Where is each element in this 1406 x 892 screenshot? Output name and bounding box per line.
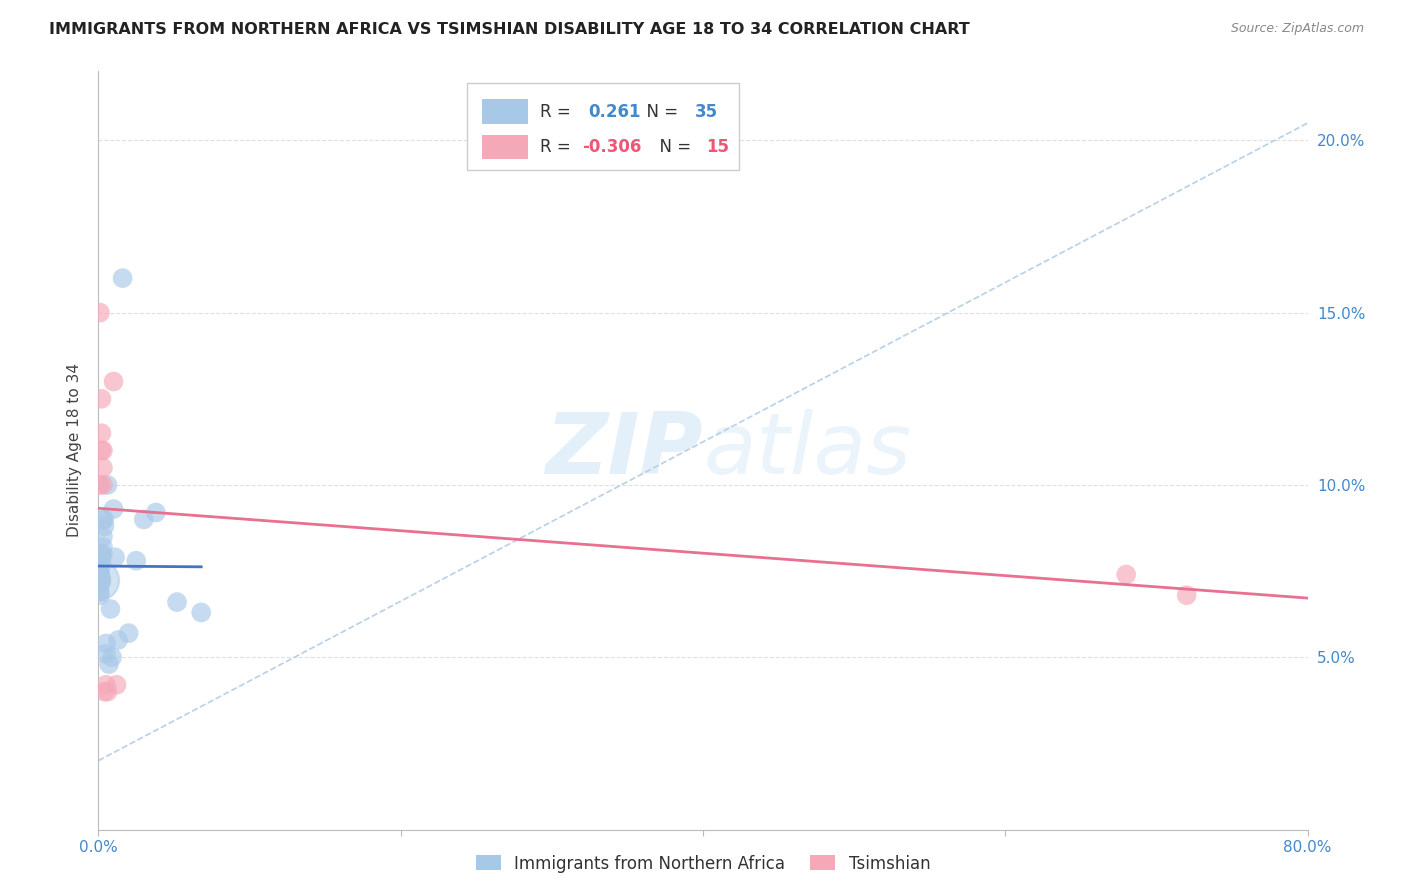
Point: [118, 626, 141, 640]
Point: [89, 574, 111, 589]
Point: [111, 271, 134, 285]
Point: [89, 305, 111, 319]
Point: [89, 560, 111, 574]
Point: [91, 530, 114, 544]
Point: [101, 650, 124, 665]
Point: [89, 573, 111, 587]
Text: ZIP: ZIP: [546, 409, 703, 492]
Point: [94, 647, 117, 661]
Text: atlas: atlas: [703, 409, 911, 492]
Text: 35: 35: [695, 103, 717, 120]
Point: [90, 426, 112, 441]
Text: R =: R =: [540, 103, 576, 120]
Point: [94, 678, 117, 692]
FancyBboxPatch shape: [467, 83, 740, 170]
Text: 0.261: 0.261: [588, 103, 641, 120]
Text: IMMIGRANTS FROM NORTHERN AFRICA VS TSIMSHIAN DISABILITY AGE 18 TO 34 CORRELATION: IMMIGRANTS FROM NORTHERN AFRICA VS TSIMS…: [49, 22, 970, 37]
Point: [89, 584, 111, 599]
Point: [190, 606, 212, 620]
Point: [107, 633, 129, 648]
Point: [90, 443, 112, 458]
Point: [166, 595, 188, 609]
Point: [1115, 567, 1137, 582]
Point: [96, 684, 118, 698]
Point: [90, 550, 112, 565]
Point: [89, 478, 111, 492]
Point: [91, 460, 114, 475]
Point: [91, 512, 114, 526]
Text: N =: N =: [648, 138, 696, 156]
Point: [103, 375, 125, 389]
Point: [89, 564, 111, 578]
Point: [91, 478, 114, 492]
Point: [91, 540, 114, 554]
Point: [96, 478, 118, 492]
Point: [89, 571, 111, 585]
Point: [89, 578, 111, 592]
Point: [125, 554, 148, 568]
Point: [145, 506, 167, 520]
Point: [132, 512, 155, 526]
Point: [90, 571, 112, 585]
Bar: [482, 135, 527, 160]
Point: [90, 574, 112, 589]
Text: -0.306: -0.306: [582, 138, 641, 156]
Text: 15: 15: [707, 138, 730, 156]
Point: [105, 678, 128, 692]
Point: [103, 502, 125, 516]
Bar: [482, 99, 527, 124]
Point: [93, 684, 115, 698]
Point: [98, 657, 121, 672]
Legend: Immigrants from Northern Africa, Tsimshian: Immigrants from Northern Africa, Tsimshi…: [470, 848, 936, 880]
Point: [93, 519, 115, 533]
Point: [89, 588, 111, 602]
Point: [91, 443, 114, 458]
Point: [89, 567, 111, 582]
Point: [91, 547, 114, 561]
Point: [1175, 588, 1198, 602]
Point: [90, 547, 112, 561]
Point: [104, 550, 127, 565]
Point: [100, 602, 122, 616]
Point: [90, 392, 112, 406]
Text: N =: N =: [637, 103, 683, 120]
Point: [93, 512, 115, 526]
Point: [94, 636, 117, 650]
Text: R =: R =: [540, 138, 576, 156]
Point: [90, 554, 112, 568]
Y-axis label: Disability Age 18 to 34: Disability Age 18 to 34: [67, 363, 83, 538]
Text: Source: ZipAtlas.com: Source: ZipAtlas.com: [1230, 22, 1364, 36]
